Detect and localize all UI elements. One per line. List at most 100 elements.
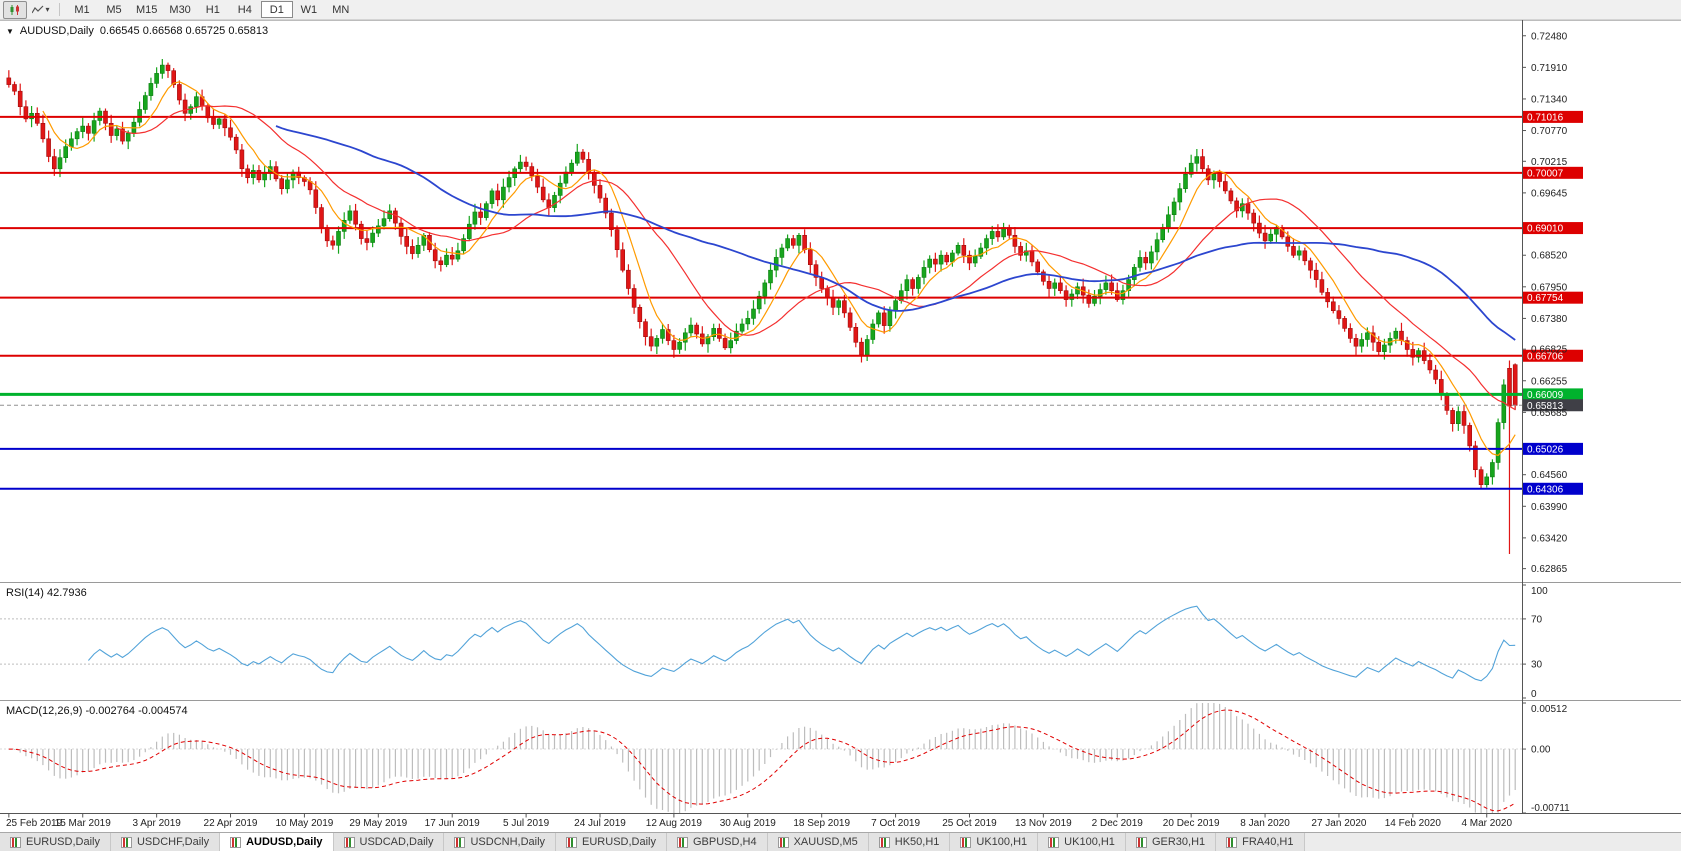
ohlc-collapse-icon[interactable]: ▼ xyxy=(6,26,14,36)
svg-text:0.71340: 0.71340 xyxy=(1531,94,1568,105)
svg-text:0: 0 xyxy=(1531,689,1537,700)
chart-tab-label: HK50,H1 xyxy=(894,836,940,848)
chart-tab-icon xyxy=(677,836,688,848)
chart-tab-icon xyxy=(777,836,789,848)
svg-text:0.63420: 0.63420 xyxy=(1531,533,1568,544)
chart-tab-label: USDCAD,Daily xyxy=(359,836,434,848)
svg-text:15 Mar 2019: 15 Mar 2019 xyxy=(55,818,112,829)
timeframe-button-h1[interactable]: H1 xyxy=(205,3,220,16)
chart-canvas[interactable]: 0.71016 0.70007 0.69010 0.67754 0.66706 0.660… xyxy=(0,20,1681,832)
timeframe-button-mn[interactable]: MN xyxy=(332,3,350,16)
macd-histogram xyxy=(13,703,1516,813)
timeframe-button-h4[interactable]: H4 xyxy=(237,3,252,16)
chart-tool-button[interactable] xyxy=(3,0,27,19)
timeframe-button-m15[interactable]: M15 xyxy=(136,3,158,16)
svg-text:0.70007: 0.70007 xyxy=(1527,168,1564,179)
svg-text:0.66255: 0.66255 xyxy=(1531,376,1568,387)
chart-ohlc-values: 0.66545 0.66568 0.65725 0.65813 xyxy=(99,25,269,37)
chart-tab-icon xyxy=(1135,836,1147,848)
chart-tab-label: UK100,H1 xyxy=(1064,836,1115,848)
chart-symbol-period: AUDUSD,Daily xyxy=(19,25,94,37)
timeframe-button-m30[interactable]: M30 xyxy=(169,3,191,16)
timeframe-button-m5[interactable]: M5 xyxy=(106,3,122,16)
price-tag: 0.66706 xyxy=(1523,349,1583,362)
chart-tab-usdcnh-daily[interactable]: USDCNH,Daily xyxy=(444,833,557,851)
chart-tab-fra40-h1[interactable]: FRA40,H1 xyxy=(1216,833,1305,851)
chart-title: ▼ AUDUSD,Daily 0.66545 0.66568 0.65725 0… xyxy=(6,25,268,37)
svg-text:0.66825: 0.66825 xyxy=(1531,345,1568,356)
chart-tab-uk100-h1[interactable]: UK100,H1 xyxy=(950,833,1039,851)
svg-text:0.66706: 0.66706 xyxy=(1527,351,1564,362)
macd-signal-line xyxy=(8,709,1516,812)
rsi-indicator-label: RSI(14) 42.7936 xyxy=(6,587,87,599)
chart-tab-label: GER30,H1 xyxy=(1151,836,1206,848)
chart-tab-uk100-h1[interactable]: UK100,H1 xyxy=(1038,833,1126,851)
svg-text:0.65813: 0.65813 xyxy=(1527,401,1564,412)
svg-text:0.00: 0.00 xyxy=(1531,745,1551,756)
svg-text:14 Feb 2020: 14 Feb 2020 xyxy=(1385,818,1442,829)
price-tag: 0.67754 xyxy=(1523,291,1583,304)
price-tag: 0.65026 xyxy=(1523,442,1583,455)
chart-tab-icon xyxy=(878,836,890,848)
price-tag: 0.65813 xyxy=(1523,399,1583,412)
chart-tab-hk50-h1[interactable]: HK50,H1 xyxy=(868,833,951,851)
svg-text:0.71016: 0.71016 xyxy=(1527,112,1564,123)
chart-tab-icon xyxy=(10,836,21,848)
chart-tab-usdcad-daily[interactable]: USDCAD,Daily xyxy=(333,833,445,851)
svg-text:0.72480: 0.72480 xyxy=(1531,31,1568,42)
chart-tab-label: XAUUSD,M5 xyxy=(793,836,858,848)
chart-tab-ger30-h1[interactable]: GER30,H1 xyxy=(1125,833,1217,851)
svg-text:0.69645: 0.69645 xyxy=(1531,188,1568,199)
svg-text:17 Jun 2019: 17 Jun 2019 xyxy=(425,818,480,829)
macd-indicator-label: MACD(12,26,9) -0.002764 -0.004574 xyxy=(6,705,188,717)
svg-text:0.71910: 0.71910 xyxy=(1531,63,1568,74)
svg-text:8 Jan 2020: 8 Jan 2020 xyxy=(1240,818,1290,829)
svg-text:0.65685: 0.65685 xyxy=(1531,408,1568,419)
timeframe-button-m1[interactable]: M1 xyxy=(74,3,90,16)
svg-text:0.65026: 0.65026 xyxy=(1527,444,1564,455)
chart-tab-label: GBPUSD,H4 xyxy=(693,836,757,848)
svg-text:27 Jan 2020: 27 Jan 2020 xyxy=(1311,818,1366,829)
chart-tab-eurusd-daily[interactable]: EURUSD,Daily xyxy=(0,833,111,851)
svg-text:25 Oct 2019: 25 Oct 2019 xyxy=(942,818,997,829)
candlestick-series xyxy=(6,59,1518,554)
chart-tab-icon xyxy=(1226,836,1238,848)
svg-text:70: 70 xyxy=(1531,614,1543,625)
chart-tab-label: EURUSD,Daily xyxy=(582,836,656,848)
chart-tab-audusd-daily[interactable]: AUDUSD,Daily xyxy=(220,833,334,851)
svg-text:100: 100 xyxy=(1531,586,1548,597)
line-studies-button[interactable]: ▾ xyxy=(29,1,53,19)
svg-text:12 Aug 2019: 12 Aug 2019 xyxy=(646,818,703,829)
svg-text:7 Oct 2019: 7 Oct 2019 xyxy=(871,818,920,829)
svg-text:0.69010: 0.69010 xyxy=(1527,224,1564,235)
price-tag: 0.66009 xyxy=(1523,388,1583,401)
svg-text:0.67754: 0.67754 xyxy=(1527,293,1564,304)
timeframe-button-w1[interactable]: W1 xyxy=(300,3,318,16)
chart-tab-label: FRA40,H1 xyxy=(1242,836,1294,848)
chart-tab-xauusd-m5[interactable]: XAUUSD,M5 xyxy=(767,833,869,851)
timeframes-toolbar: ▾ M1 M5 M15 M30 H1 H4 D1 W1 MN xyxy=(0,0,1681,20)
chart-window: 0.71016 0.70007 0.69010 0.67754 0.66706 0.660… xyxy=(0,20,1681,832)
svg-text:0.64560: 0.64560 xyxy=(1531,470,1568,481)
chart-frame xyxy=(0,20,1681,814)
chart-tab-bar: EURUSD,Daily USDCHF,Daily AUDUSD,Daily USDC… xyxy=(0,832,1681,851)
dropdown-caret-icon: ▾ xyxy=(45,5,50,14)
chart-tab-eurusd-daily[interactable]: EURUSD,Daily xyxy=(556,833,667,851)
price-tag: 0.69010 xyxy=(1523,222,1583,235)
chart-tab-icon xyxy=(343,836,355,848)
chart-tab-icon xyxy=(960,836,972,848)
chart-tab-gbpusd-h4[interactable]: GBPUSD,H4 xyxy=(667,833,768,851)
svg-text:24 Jul 2019: 24 Jul 2019 xyxy=(574,818,626,829)
svg-text:-0.00711: -0.00711 xyxy=(1531,803,1570,814)
svg-text:0.68520: 0.68520 xyxy=(1531,251,1568,262)
timeframe-button-d1[interactable]: D1 xyxy=(260,1,293,18)
zigzag-icon xyxy=(32,5,44,13)
price-tag: 0.64306 xyxy=(1523,482,1583,495)
price-tag: 0.71016 xyxy=(1523,110,1583,123)
macd-axis: 0.00512 0.00 -0.00711 xyxy=(1522,702,1570,814)
chart-tab-label: EURUSD,Daily xyxy=(26,836,100,848)
chart-tab-usdchf-daily[interactable]: USDCHF,Daily xyxy=(110,833,221,851)
price-axis: 0.72480 0.71910 0.71340 0.70770 0.70215 0.696… xyxy=(1522,31,1568,575)
ma-fast-orange xyxy=(42,81,1516,456)
